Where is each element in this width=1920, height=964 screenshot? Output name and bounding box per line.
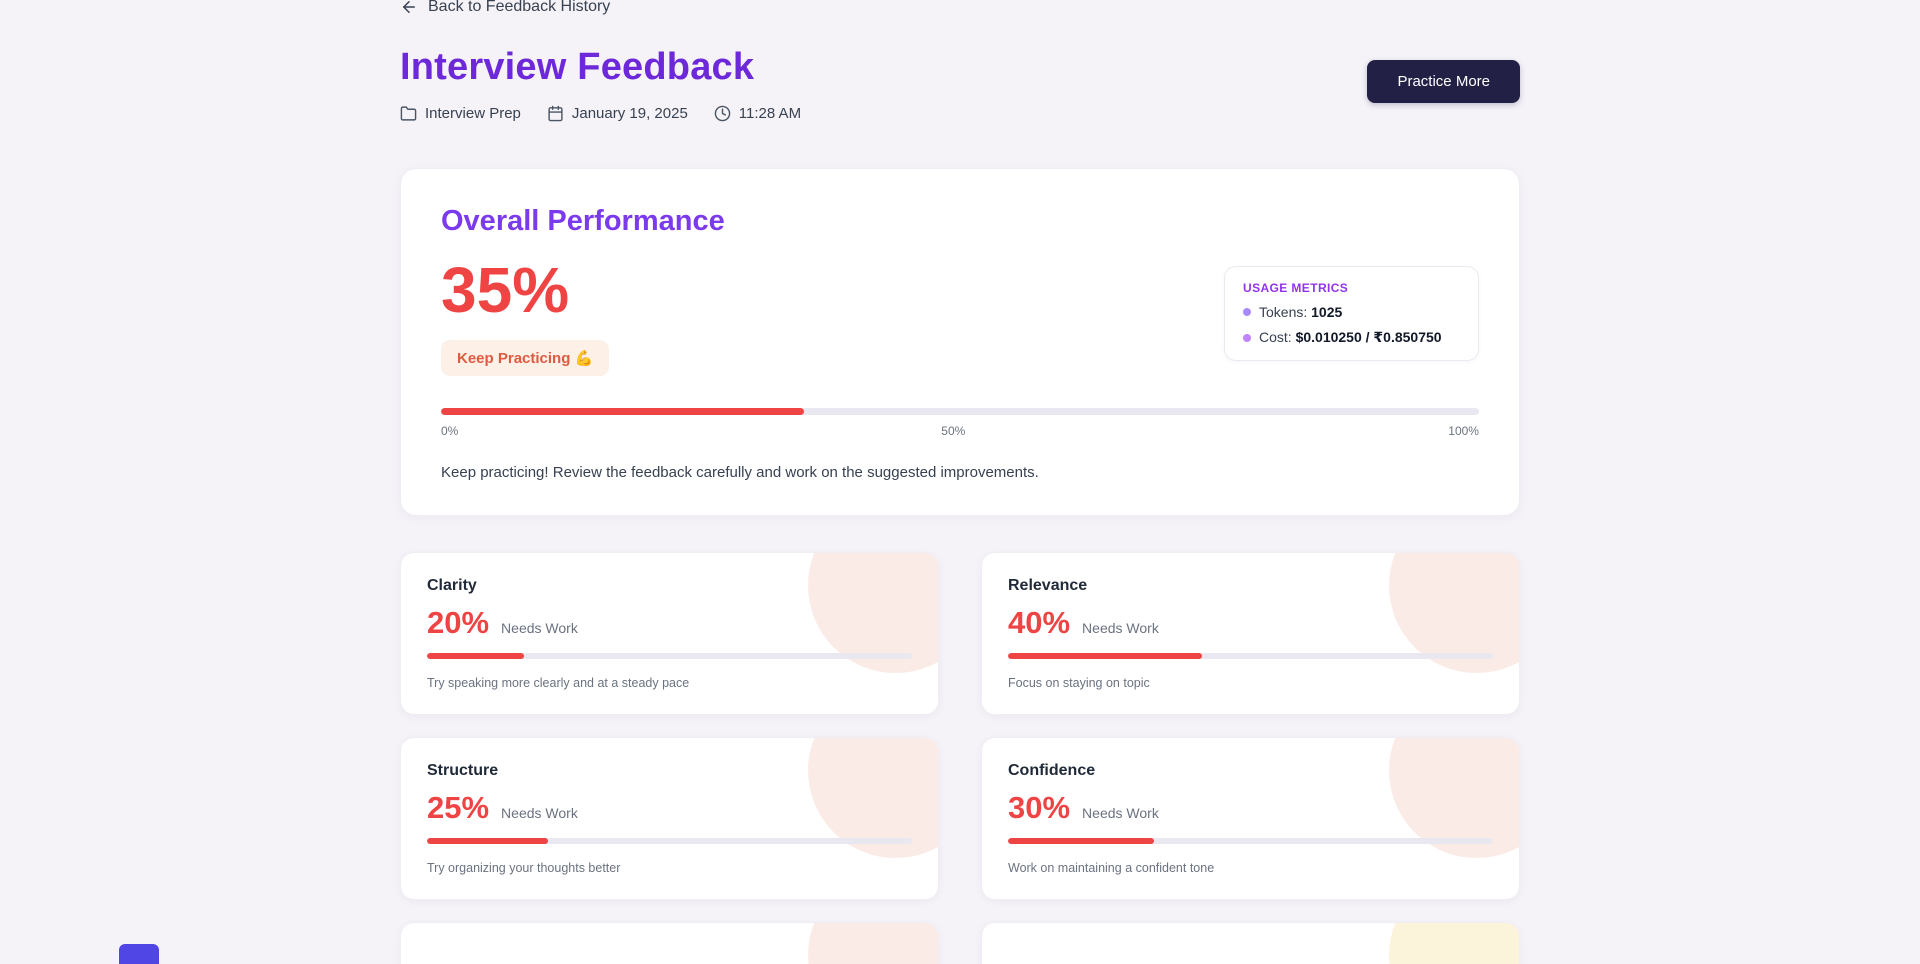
metric-progress-fill [1008,838,1154,844]
metric-status: Needs Work [501,620,578,636]
overall-progress-fill [441,408,805,415]
metric-name: Clarity [427,577,477,594]
back-link-label: Back to Feedback History [428,0,611,15]
cost-bullet-icon [1243,333,1251,342]
overall-message: Keep practicing! Review the feedback car… [441,464,1039,481]
metric-tip: Work on maintaining a confident tone [1008,861,1215,875]
metric-score: 20% [427,605,490,640]
metric-tip: Try organizing your thoughts better [427,861,621,875]
metric-progress-bar [1008,838,1493,844]
metric-name: Relevance [1008,577,1088,594]
arrow-left-icon [403,1,415,13]
scale-50: 50% [941,424,966,438]
metric-progress-bar [427,838,912,844]
overall-performance-card: Overall Performance 35% Keep Practicing … [400,168,1520,516]
overall-heading: Overall Performance [441,205,725,237]
partial-card-right [981,922,1520,964]
metric-score: 30% [1008,790,1071,825]
decorative-circle [808,923,938,964]
usage-metrics-title: USAGE METRICS [1243,281,1349,295]
metric-status: Needs Work [1082,805,1159,821]
metric-progress-fill [427,838,549,844]
metric-progress-bar [427,653,912,659]
category-meta: Interview Prep [400,105,521,122]
metric-status: Needs Work [1082,620,1159,636]
usage-metrics-panel: USAGE METRICS Tokens: 1025 Cost: $0.0102… [1224,266,1479,361]
metric-name: Structure [427,762,499,779]
page-header: Interview Feedback Interview Prep Januar… [400,46,1520,122]
tokens-value: 1025 [1311,304,1343,320]
tokens-bullet-icon [1243,308,1251,316]
time-label: 11:28 AM [738,105,802,122]
back-link[interactable]: Back to Feedback History [400,0,1520,16]
metric-card-confidence: Confidence 30% Needs Work Work on mainta… [981,737,1520,900]
scale-100: 100% [1448,424,1479,438]
time-meta: 11:28 AM [714,105,801,122]
overall-score: 35% [441,254,570,326]
metric-progress-fill [1008,653,1202,659]
tokens-line: Tokens: 1025 [1243,304,1460,320]
page-title: Interview Feedback [400,46,755,88]
metric-card-structure: Structure 25% Needs Work Try organizing … [400,737,939,900]
date-meta: January 19, 2025 [547,105,688,122]
tokens-label: Tokens: [1259,304,1308,320]
overall-progress-bar [441,408,1479,415]
cost-label: Cost: [1259,329,1292,345]
next-section-partial [400,922,1520,964]
metric-progress-fill [427,653,524,659]
metrics-grid: Clarity 20% Needs Work Try speaking more… [400,552,1520,900]
practice-more-button[interactable]: Practice More [1367,60,1520,103]
calendar-icon [548,105,563,122]
date-label: January 19, 2025 [571,105,688,122]
scale-0: 0% [441,424,459,438]
clock-icon [714,105,731,122]
meta-row: Interview Prep January 19, 2025 11:28 AM [400,105,801,122]
overall-score-block: 35% Keep Practicing 💪 [441,254,610,376]
metric-progress-bar [1008,653,1493,659]
metric-name: Confidence [1008,762,1096,779]
page-content: Back to Feedback History Interview Feedb… [400,0,1520,964]
partial-card-left [400,922,939,964]
metric-card-clarity: Clarity 20% Needs Work Try speaking more… [400,552,939,715]
category-label: Interview Prep [425,105,521,122]
floating-widget[interactable] [119,944,159,964]
folder-icon [400,106,417,121]
metric-card-relevance: Relevance 40% Needs Work Focus on stayin… [981,552,1520,715]
keep-practicing-badge: Keep Practicing 💪 [441,340,610,376]
decorative-circle [1389,923,1519,964]
cost-value: $0.010250 / ₹0.850750 [1295,329,1442,345]
metric-status: Needs Work [501,805,578,821]
metric-tip: Try speaking more clearly and at a stead… [427,676,690,690]
metric-score: 40% [1008,605,1071,640]
metric-score: 25% [427,790,490,825]
metric-tip: Focus on staying on topic [1008,676,1150,690]
cost-line: Cost: $0.010250 / ₹0.850750 [1243,329,1460,346]
progress-scale: 0% 50% 100% [441,424,1479,438]
